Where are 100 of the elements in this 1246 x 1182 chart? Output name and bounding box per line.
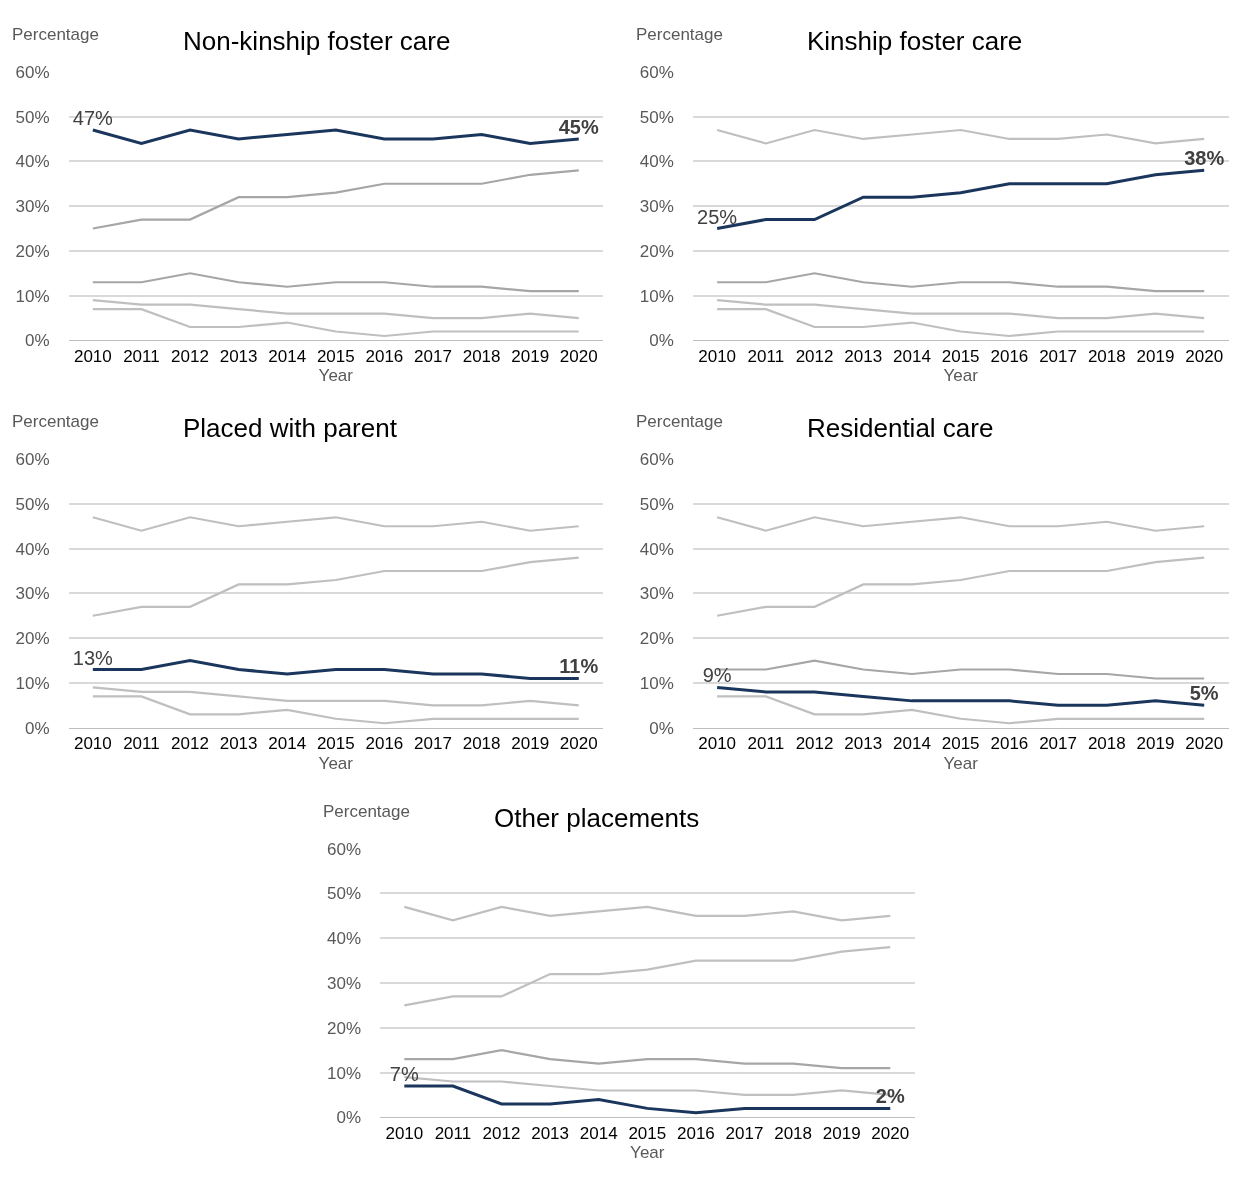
x-axis-title: Year [318, 366, 354, 386]
y-tick-label: 30% [639, 584, 674, 604]
line-series [716, 516, 1206, 532]
x-tick-label: 2017 [725, 1123, 764, 1143]
x-tick-label: 2014 [268, 346, 307, 366]
y-tick-label: 0% [24, 331, 50, 351]
x-tick-label: 2012 [795, 346, 834, 366]
line-series [91, 272, 580, 293]
x-tick-label: 2014 [893, 346, 931, 366]
y-tick-label: 50% [15, 494, 50, 514]
y-tick-label: 60% [15, 62, 50, 82]
y-axis-title: Percentage [323, 802, 410, 821]
x-tick-label: 2010 [73, 346, 112, 366]
y-tick-label: 40% [639, 152, 674, 172]
x-tick-label: 2012 [171, 734, 209, 754]
x-tick-label: 2010 [73, 734, 112, 754]
x-axis-title: Year [943, 366, 979, 386]
x-tick-label: 2019 [1136, 346, 1175, 366]
y-tick-label: 20% [327, 1018, 362, 1038]
x-tick-label: 2013 [844, 734, 883, 754]
x-axis-title: Year [630, 1143, 665, 1163]
y-tick-label: 40% [327, 929, 362, 949]
data-label: 47% [72, 107, 114, 130]
data-label: 2% [875, 1085, 905, 1108]
data-label: 38% [1184, 147, 1225, 170]
chart-title: Other placements [494, 803, 700, 833]
x-tick-label: 2012 [482, 1123, 521, 1143]
x-tick-label: 2020 [1185, 734, 1224, 754]
data-label: 9% [702, 664, 732, 687]
y-tick-label: 60% [327, 839, 362, 859]
x-tick-label: 2012 [795, 734, 834, 754]
line-series [716, 556, 1206, 617]
y-tick-label: 40% [15, 539, 50, 559]
x-tick-label: 2015 [941, 346, 980, 366]
line-series [91, 169, 580, 230]
data-label: 5% [1189, 682, 1219, 705]
line-series [716, 128, 1206, 145]
y-tick-label: 0% [649, 718, 674, 738]
x-tick-label: 2018 [1087, 346, 1126, 366]
y-tick-label: 50% [639, 494, 674, 514]
x-tick-label: 2020 [1185, 346, 1224, 366]
x-tick-label: 2018 [1087, 734, 1126, 754]
x-tick-label: 2016 [990, 346, 1029, 366]
y-tick-label: 20% [639, 241, 674, 261]
x-tick-label: 2020 [871, 1123, 910, 1143]
y-tick-label: 60% [639, 62, 674, 82]
x-tick-label: 2011 [747, 346, 785, 366]
data-label: 45% [558, 115, 599, 138]
y-tick-label: 20% [15, 241, 50, 261]
x-tick-label: 2010 [385, 1123, 424, 1143]
x-tick-label: 2017 [414, 346, 452, 366]
y-tick-label: 20% [639, 629, 674, 649]
line-series [91, 686, 580, 707]
x-tick-label: 2019 [1136, 734, 1175, 754]
data-label: 11% [559, 655, 599, 678]
x-tick-label: 2011 [434, 1123, 472, 1143]
x-tick-label: 2011 [123, 346, 160, 366]
y-axis-title: Percentage [12, 25, 99, 44]
y-tick-label: 30% [639, 197, 674, 217]
line-series [91, 695, 580, 725]
x-tick-label: 2011 [747, 734, 785, 754]
y-tick-label: 30% [15, 584, 50, 604]
y-tick-label: 30% [327, 973, 362, 993]
y-tick-label: 10% [327, 1063, 362, 1083]
line-series [91, 556, 580, 617]
y-tick-label: 0% [336, 1108, 362, 1128]
x-tick-label: 2013 [219, 734, 258, 754]
x-tick-label: 2016 [676, 1123, 715, 1143]
x-tick-label: 2018 [462, 734, 501, 754]
y-tick-label: 40% [639, 539, 674, 559]
y-tick-label: 10% [15, 286, 50, 306]
x-tick-label: 2020 [559, 346, 598, 366]
x-tick-label: 2019 [511, 734, 550, 754]
x-tick-label: 2019 [822, 1123, 861, 1143]
x-tick-label: 2020 [559, 734, 598, 754]
x-tick-label: 2017 [1039, 346, 1077, 366]
y-tick-label: 30% [15, 197, 50, 217]
data-label: 13% [72, 646, 114, 669]
x-tick-label: 2019 [511, 346, 550, 366]
x-tick-label: 2018 [462, 346, 501, 366]
data-label: 25% [697, 205, 738, 228]
x-tick-label: 2017 [414, 734, 452, 754]
x-tick-label: 2010 [698, 346, 737, 366]
y-axis-title: Percentage [636, 412, 723, 431]
line-series [91, 308, 580, 338]
x-tick-label: 2016 [365, 734, 404, 754]
y-tick-label: 10% [15, 673, 50, 693]
x-tick-label: 2011 [123, 734, 160, 754]
line-series [716, 308, 1206, 338]
line-series [91, 299, 580, 320]
y-tick-label: 60% [15, 450, 50, 470]
y-tick-label: 10% [639, 286, 674, 306]
x-tick-label: 2013 [219, 346, 258, 366]
chart-title: Residential care [807, 413, 994, 443]
y-axis-title: Percentage [636, 25, 723, 44]
line-series [403, 905, 892, 922]
chart-title: Non-kinship foster care [183, 26, 451, 56]
y-tick-label: 0% [24, 718, 50, 738]
x-axis-title: Year [943, 753, 979, 773]
y-tick-label: 20% [15, 629, 50, 649]
